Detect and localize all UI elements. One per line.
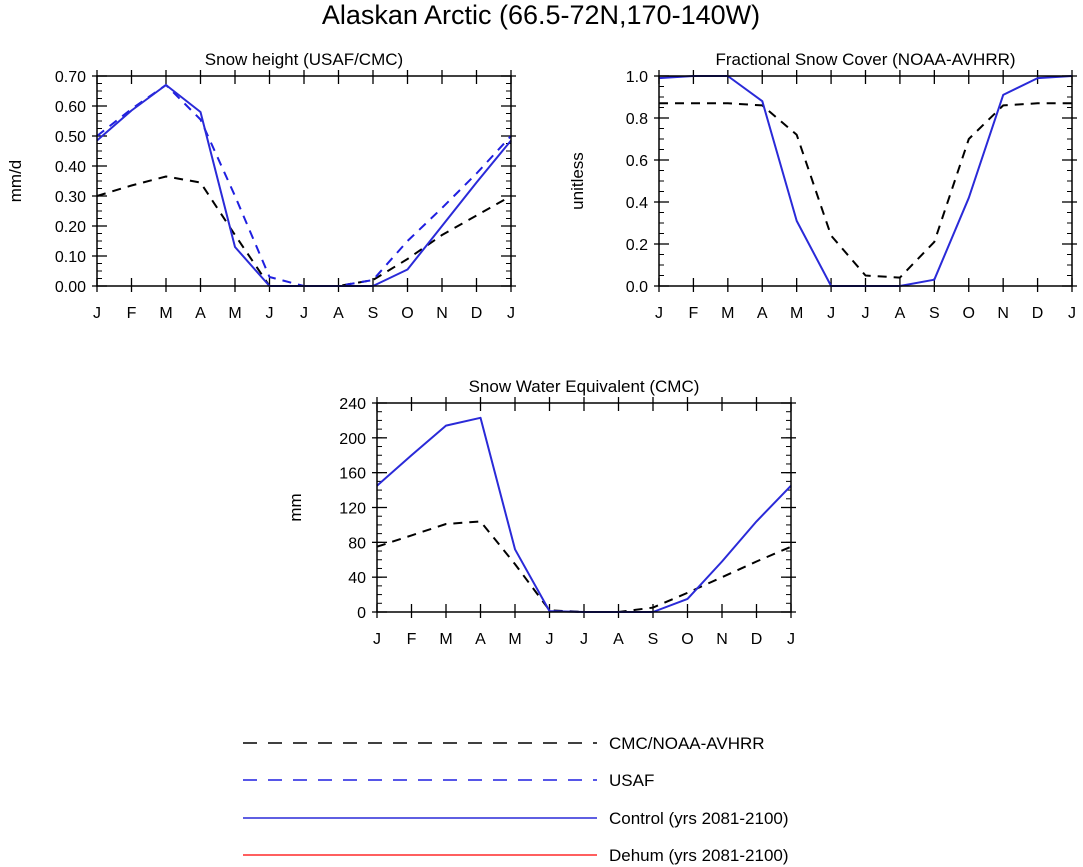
legend: CMC/NOAA-AVHRR USAF Control (yrs 2081-2100… bbox=[243, 734, 789, 865]
x-tick-label: A bbox=[895, 305, 906, 322]
panel-title: Fractional Snow Cover (NOAA-AVHRR) bbox=[715, 50, 1015, 69]
y-tick-label: 0.50 bbox=[55, 129, 86, 146]
y-tick-label: 0.20 bbox=[55, 219, 86, 236]
x-tick-label: J bbox=[787, 631, 795, 648]
x-tick-label: D bbox=[751, 631, 763, 648]
x-tick-label: O bbox=[401, 305, 413, 322]
x-tick-label: J bbox=[827, 305, 835, 322]
x-tick-label: S bbox=[368, 305, 379, 322]
y-tick-label: 0.40 bbox=[55, 159, 86, 176]
x-tick-label: N bbox=[436, 305, 448, 322]
y-tick-label: 200 bbox=[339, 431, 366, 448]
x-tick-label: F bbox=[407, 631, 417, 648]
y-tick-label: 80 bbox=[348, 535, 366, 552]
y-tick-label: 240 bbox=[339, 396, 366, 413]
chart-panel-snow-height-usaf-cmc: Snow height (USAF/CMC) mm/d 0.00 0.10 0.20 0.… bbox=[6, 50, 516, 322]
x-tick-label: A bbox=[613, 631, 624, 648]
chart-panel-snow-water-equivalent-cmc: Snow Water Equivalent (CMC) mm 0 40 80 120 160… bbox=[286, 377, 796, 648]
series-line-cmc-noaa-avhrr bbox=[376, 520, 792, 613]
x-tick-label: A bbox=[757, 305, 768, 322]
x-tick-label: J bbox=[1068, 305, 1076, 322]
y-tick-label: 0 bbox=[357, 605, 366, 622]
panel-title: Snow height (USAF/CMC) bbox=[205, 50, 403, 69]
y-tick-label: 0.2 bbox=[626, 237, 648, 254]
figure-title: Alaskan Arctic (66.5-72N,170-140W) bbox=[322, 0, 760, 30]
y-tick-label: 160 bbox=[339, 466, 366, 483]
x-tick-label: A bbox=[195, 305, 206, 322]
x-tick-label: S bbox=[929, 305, 940, 322]
legend-label: CMC/NOAA-AVHRR bbox=[609, 734, 765, 753]
x-tick-label: A bbox=[333, 305, 344, 322]
x-tick-label: M bbox=[721, 305, 734, 322]
x-tick-label: D bbox=[471, 305, 483, 322]
x-tick-label: J bbox=[266, 305, 274, 322]
x-tick-label: S bbox=[648, 631, 659, 648]
legend-label: Dehum (yrs 2081-2100) bbox=[609, 846, 789, 865]
x-tick-label: J bbox=[862, 305, 870, 322]
y-tick-label: 0.00 bbox=[55, 279, 86, 296]
y-tick-label: 0.70 bbox=[55, 69, 86, 86]
y-axis-label: unitless bbox=[568, 152, 587, 210]
plot-frame bbox=[96, 75, 512, 287]
series-line-control-yrs-2081-2100 bbox=[96, 84, 512, 287]
x-tick-label: M bbox=[228, 305, 241, 322]
legend-item-usaf: USAF bbox=[243, 771, 654, 790]
series-line-cmc-noaa-avhrr bbox=[659, 102, 1072, 279]
chart-panel-fractional-snow-cover-noaa-avhrr: Fractional Snow Cover (NOAA-AVHRR) unitle… bbox=[568, 50, 1077, 322]
series-line-cmc-noaa-avhrr bbox=[96, 175, 512, 287]
y-tick-label: 120 bbox=[339, 501, 366, 518]
x-tick-label: J bbox=[580, 631, 588, 648]
legend-item-dehum-yrs-2081-2100: Dehum (yrs 2081-2100) bbox=[243, 846, 789, 865]
x-tick-label: M bbox=[439, 631, 452, 648]
x-tick-label: M bbox=[790, 305, 803, 322]
x-tick-label: N bbox=[716, 631, 728, 648]
x-tick-label: J bbox=[546, 631, 554, 648]
x-tick-label: M bbox=[159, 305, 172, 322]
x-tick-label: O bbox=[963, 305, 975, 322]
y-axis-label: mm/d bbox=[6, 160, 25, 203]
legend-item-control-yrs-2081-2100: Control (yrs 2081-2100) bbox=[243, 809, 789, 828]
y-tick-label: 0.0 bbox=[626, 279, 648, 296]
x-tick-label: A bbox=[475, 631, 486, 648]
series-line-usaf bbox=[96, 84, 512, 287]
y-tick-label: 0.8 bbox=[626, 111, 648, 128]
legend-label: USAF bbox=[609, 771, 654, 790]
x-tick-label: O bbox=[681, 631, 693, 648]
x-tick-label: J bbox=[655, 305, 663, 322]
x-tick-label: J bbox=[373, 631, 381, 648]
legend-label: Control (yrs 2081-2100) bbox=[609, 809, 789, 828]
x-tick-label: M bbox=[508, 631, 521, 648]
y-tick-label: 40 bbox=[348, 570, 366, 587]
y-tick-label: 0.30 bbox=[55, 189, 86, 206]
y-tick-label: 0.10 bbox=[55, 249, 86, 266]
panels: Snow height (USAF/CMC)mm/d0.000.100.200.… bbox=[6, 50, 1077, 648]
x-tick-label: J bbox=[93, 305, 101, 322]
x-tick-label: F bbox=[689, 305, 699, 322]
x-tick-label: J bbox=[300, 305, 308, 322]
plot-frame bbox=[376, 402, 792, 613]
y-tick-label: 0.6 bbox=[626, 153, 648, 170]
plot-frame bbox=[658, 75, 1073, 287]
panel-title: Snow Water Equivalent (CMC) bbox=[469, 377, 700, 396]
y-tick-label: 0.4 bbox=[626, 195, 648, 212]
x-tick-label: F bbox=[127, 305, 137, 322]
x-tick-label: N bbox=[997, 305, 1009, 322]
x-tick-label: J bbox=[507, 305, 515, 322]
x-tick-label: D bbox=[1032, 305, 1044, 322]
series-line-control-yrs-2081-2100 bbox=[658, 75, 1073, 287]
y-axis-label: mm bbox=[286, 493, 305, 521]
y-tick-label: 1.0 bbox=[626, 69, 648, 86]
series-line-control-yrs-2081-2100 bbox=[376, 416, 792, 613]
legend-item-cmc-noaa-avhrr: CMC/NOAA-AVHRR bbox=[243, 734, 765, 753]
y-tick-label: 0.60 bbox=[55, 99, 86, 116]
